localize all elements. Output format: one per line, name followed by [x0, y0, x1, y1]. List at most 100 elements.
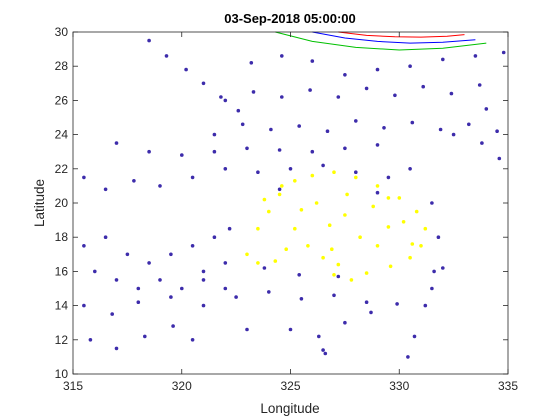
data-point: [249, 61, 254, 65]
data-point: [432, 269, 436, 274]
y-tick-label: 16: [55, 264, 69, 278]
data-point: [386, 175, 391, 180]
data-point: [421, 84, 426, 89]
data-point: [297, 124, 302, 128]
data-point: [277, 192, 282, 197]
data-point: [114, 346, 119, 351]
data-point: [147, 38, 151, 43]
data-point: [314, 201, 319, 205]
data-point: [223, 286, 228, 291]
data-point: [223, 261, 228, 265]
data-point: [336, 262, 341, 267]
data-point: [336, 95, 341, 99]
data-point: [330, 247, 334, 251]
data-point: [327, 223, 332, 227]
data-point: [180, 153, 184, 157]
data-point: [364, 86, 369, 91]
data-point: [343, 320, 347, 325]
data-point: [323, 351, 328, 356]
data-point: [180, 286, 184, 291]
data-point: [201, 278, 206, 282]
data-point: [343, 73, 347, 77]
data-point: [408, 64, 412, 68]
data-point: [136, 300, 141, 305]
data-point: [397, 196, 402, 200]
y-tick-label: 26: [55, 93, 69, 107]
chart-title: 03-Sep-2018 05:00:00: [224, 11, 356, 26]
data-point: [449, 91, 454, 96]
data-point: [438, 127, 443, 132]
x-tick-label: 320: [172, 379, 192, 393]
data-point: [371, 204, 376, 209]
data-point: [423, 226, 428, 231]
trajectory-line-1: [312, 31, 476, 44]
data-point: [297, 273, 302, 277]
data-point: [354, 119, 358, 123]
data-point: [293, 226, 297, 231]
data-point: [332, 170, 336, 174]
data-point: [436, 235, 441, 239]
data-point: [497, 156, 502, 161]
x-tick-label: 315: [63, 379, 83, 393]
y-tick-label: 30: [55, 25, 69, 39]
data-point: [473, 54, 478, 58]
data-point: [280, 54, 284, 58]
data-point: [212, 132, 217, 137]
data-point: [369, 310, 373, 315]
data-point: [82, 303, 86, 308]
x-tick-label: 335: [498, 379, 518, 393]
data-point: [345, 192, 349, 197]
data-point: [364, 300, 369, 305]
data-point: [477, 83, 482, 87]
data-point: [158, 278, 162, 282]
data-point: [299, 208, 304, 212]
data-point: [201, 303, 206, 308]
data-point: [164, 54, 169, 58]
y-tick-label: 10: [55, 367, 69, 381]
data-point: [343, 213, 347, 217]
data-point: [430, 286, 434, 291]
data-point: [410, 120, 415, 125]
data-point: [245, 146, 249, 151]
data-point: [103, 235, 108, 239]
data-point: [236, 108, 241, 113]
data-point: [406, 355, 410, 359]
data-point: [273, 259, 278, 263]
data-point: [267, 209, 271, 214]
data-point: [321, 348, 325, 352]
data-point: [132, 179, 136, 183]
data-point: [412, 334, 417, 339]
data-point: [171, 324, 175, 328]
y-tick-label: 18: [55, 230, 69, 244]
data-point: [223, 167, 228, 171]
data-point: [349, 278, 354, 282]
data-point: [245, 327, 249, 332]
data-point: [227, 226, 232, 231]
data-point: [375, 143, 380, 147]
data-point: [299, 297, 304, 301]
data-point: [288, 327, 293, 332]
data-point: [310, 149, 315, 154]
data-point: [103, 187, 108, 192]
data-point: [158, 184, 162, 188]
data-point: [269, 127, 273, 132]
data-point: [375, 184, 380, 188]
data-point: [147, 261, 151, 265]
y-tick-label: 22: [55, 162, 69, 176]
data-point: [395, 302, 399, 306]
data-point: [147, 149, 151, 154]
data-point: [114, 141, 119, 145]
data-point: [88, 338, 93, 342]
data-point: [336, 274, 341, 279]
data-point: [212, 235, 217, 239]
data-point: [364, 271, 369, 275]
y-tick-label: 28: [55, 59, 69, 73]
data-point: [495, 129, 499, 133]
data-point: [234, 295, 238, 299]
data-point: [321, 255, 325, 260]
data-point: [375, 190, 380, 195]
data-point: [451, 132, 456, 137]
axes: 315 320 325 330 335 10 12 14 16 18 20 22 24 26 28 30: [55, 25, 519, 393]
